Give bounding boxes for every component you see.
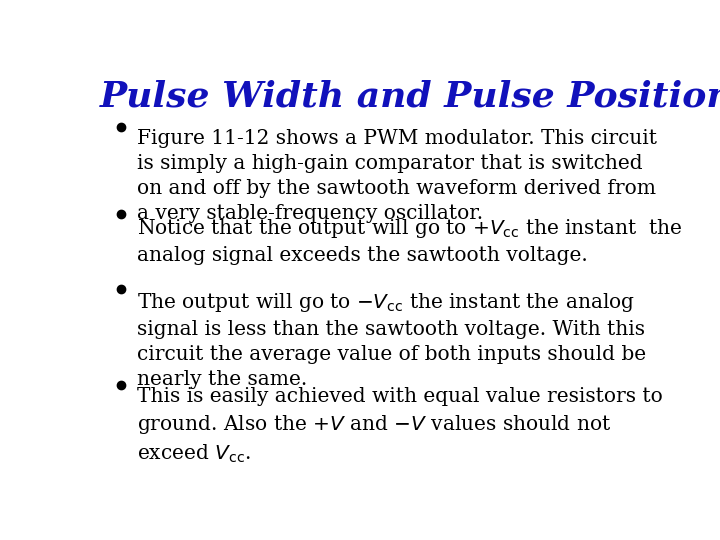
Text: Notice that the output will go to $+V_{\mathrm{cc}}$ the instant  the
analog sig: Notice that the output will go to $+V_{\… bbox=[138, 217, 683, 265]
Text: This is easily achieved with equal value resistors to
ground. Also the $+V$ and : This is easily achieved with equal value… bbox=[138, 387, 663, 465]
Text: Figure 11-12 shows a PWM modulator. This circuit
is simply a high-gain comparato: Figure 11-12 shows a PWM modulator. This… bbox=[138, 129, 657, 223]
Text: The output will go to $\mathrm{-}V_{\mathrm{cc}}$ the instant the analog
signal : The output will go to $\mathrm{-}V_{\mat… bbox=[138, 292, 647, 389]
Text: Pulse Width and Pulse Position Modulation: Pulse Width and Pulse Position Modulatio… bbox=[100, 79, 720, 113]
